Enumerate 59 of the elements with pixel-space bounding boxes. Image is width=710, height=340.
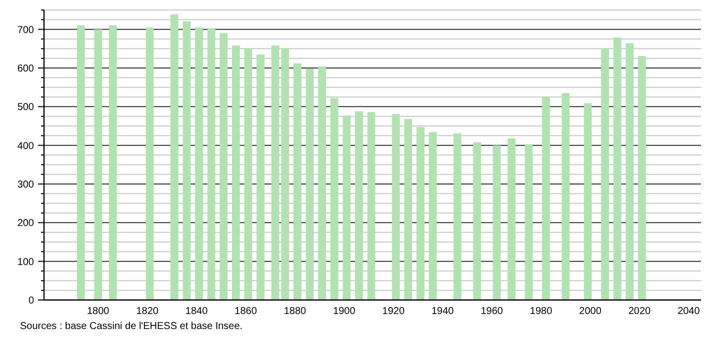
bar (195, 27, 203, 300)
bar (404, 119, 412, 300)
bar (584, 103, 592, 300)
x-tick-label: 1940 (432, 306, 454, 317)
x-tick-label: 2000 (579, 306, 602, 317)
bar (330, 98, 338, 300)
y-tick-label: 600 (17, 64, 34, 74)
bar (256, 54, 264, 300)
bar (108, 25, 117, 300)
bar (342, 116, 351, 300)
bar (626, 43, 634, 300)
bar (232, 46, 240, 300)
bar (318, 66, 326, 300)
x-tick-label: 1980 (530, 306, 553, 317)
y-tick-label: 700 (17, 24, 34, 36)
bar (492, 145, 501, 300)
x-tick-label: 1800 (87, 306, 110, 317)
bar (638, 56, 646, 300)
bar (524, 144, 533, 300)
bar (473, 142, 482, 300)
bar (220, 33, 228, 300)
y-tick-label: 0 (28, 296, 34, 306)
y-tick-label: 200 (17, 218, 34, 230)
bar (182, 21, 191, 300)
bar (392, 114, 400, 300)
bar (76, 25, 85, 300)
x-tick-label: 2040 (678, 306, 700, 317)
bar (294, 63, 302, 300)
x-tick-label: 1880 (284, 306, 307, 317)
x-tick-label: 1840 (185, 306, 208, 317)
bar (562, 93, 570, 300)
bar (94, 29, 102, 300)
bar (146, 27, 154, 300)
x-tick-label: 2020 (628, 306, 652, 317)
y-tick-label: 100 (17, 256, 34, 268)
x-tick-label: 1820 (136, 306, 159, 317)
x-tick-label: 1860 (234, 306, 258, 317)
bar (428, 132, 437, 300)
bar (271, 46, 280, 300)
bar (244, 48, 252, 300)
bar (170, 14, 178, 300)
bar (508, 138, 516, 300)
bar (367, 112, 376, 300)
bar (601, 48, 609, 300)
source-note: Sources : base Cassini de l'EHESS et base Insee. (20, 321, 243, 332)
bar (281, 48, 290, 300)
bar (416, 127, 424, 300)
x-tick-label: 1900 (333, 306, 356, 317)
bar (453, 133, 462, 300)
y-tick-label: 500 (17, 102, 34, 114)
bar (542, 97, 550, 300)
bar (306, 68, 314, 300)
y-tick-label: 300 (17, 180, 34, 190)
y-tick-label: 400 (17, 140, 34, 152)
bar (207, 28, 216, 300)
x-tick-label: 1920 (382, 306, 405, 317)
bar (613, 37, 622, 300)
bar (355, 111, 363, 300)
x-tick-label: 1960 (480, 306, 504, 317)
